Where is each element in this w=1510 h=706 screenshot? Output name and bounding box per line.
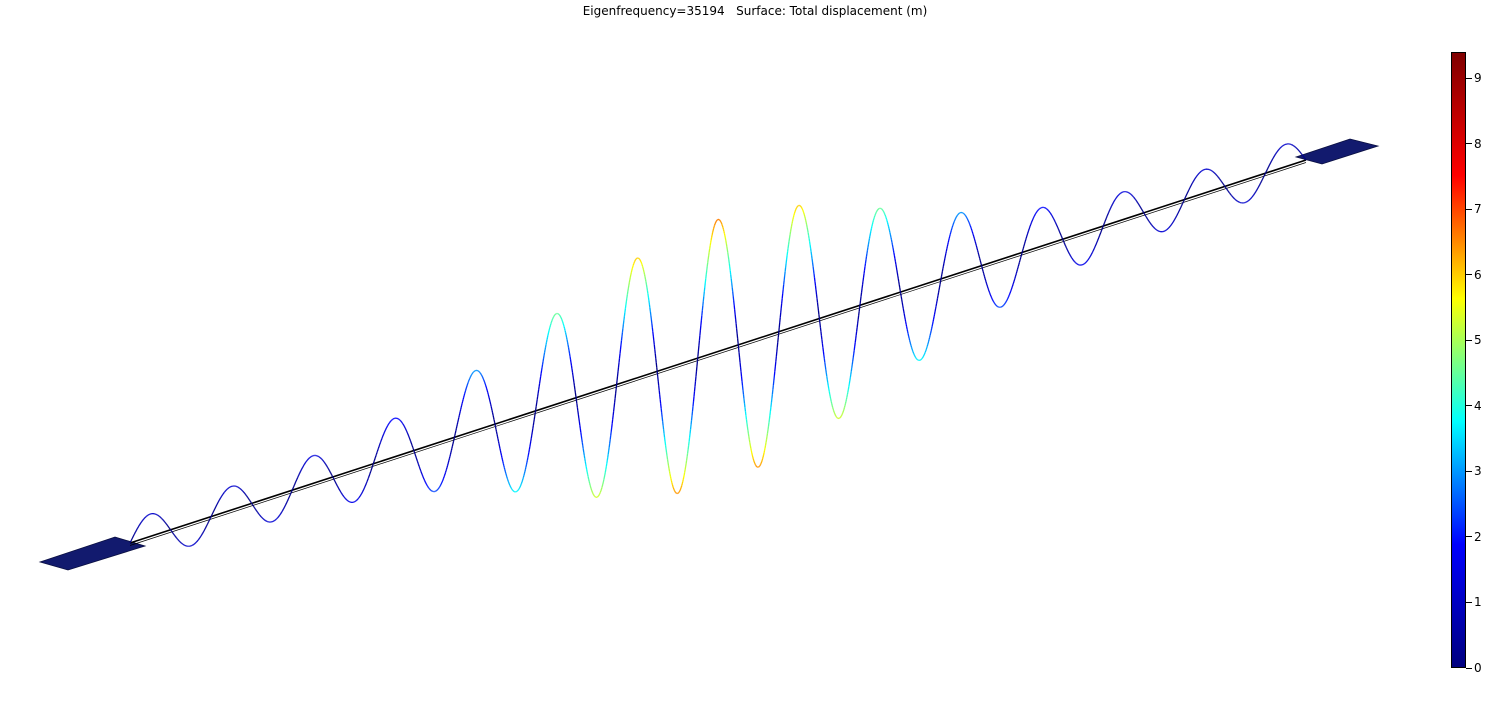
color-legend-tick <box>1466 339 1472 341</box>
left-anchor-pad <box>38 536 147 571</box>
color-legend-tick <box>1466 601 1472 603</box>
color-legend-tick <box>1466 274 1472 276</box>
color-legend-tick <box>1466 470 1472 472</box>
anchor-pads <box>38 138 1380 571</box>
color-legend-tick-label: 8 <box>1474 136 1482 151</box>
color-legend-tick-label: 5 <box>1474 333 1482 348</box>
color-legend-tick <box>1466 208 1472 210</box>
beam-edge-line <box>129 162 1307 546</box>
right-anchor-pad <box>1294 138 1380 165</box>
color-legend-tick-label: 1 <box>1474 595 1482 610</box>
color-legend-tick <box>1466 77 1472 79</box>
color-legend-tick <box>1466 667 1472 669</box>
color-legend-tick-label: 0 <box>1474 661 1482 675</box>
plot-title: Eigenfrequency=35194 Surface: Total disp… <box>0 4 1510 18</box>
color-legend-tick-label: 9 <box>1474 71 1482 86</box>
eigenfrequency-label: Eigenfrequency=35194 <box>582 4 725 18</box>
color-legend-tick <box>1466 536 1472 538</box>
color-legend-bar <box>1451 52 1466 668</box>
beam-line <box>129 159 1307 544</box>
beam-centerline <box>129 159 1307 546</box>
color-legend-tick-label: 6 <box>1474 267 1482 282</box>
color-legend-tick-label: 4 <box>1474 398 1482 413</box>
color-legend-tick-label: 3 <box>1474 464 1482 479</box>
surface-label: Surface: Total displacement (m) <box>736 4 928 18</box>
color-legend-tick-label: 7 <box>1474 202 1482 217</box>
mode-shape-curve <box>129 143 1307 547</box>
color-legend-tick-label: 2 <box>1474 529 1482 544</box>
color-legend-tick <box>1466 143 1472 145</box>
color-legend-tick <box>1466 405 1472 407</box>
